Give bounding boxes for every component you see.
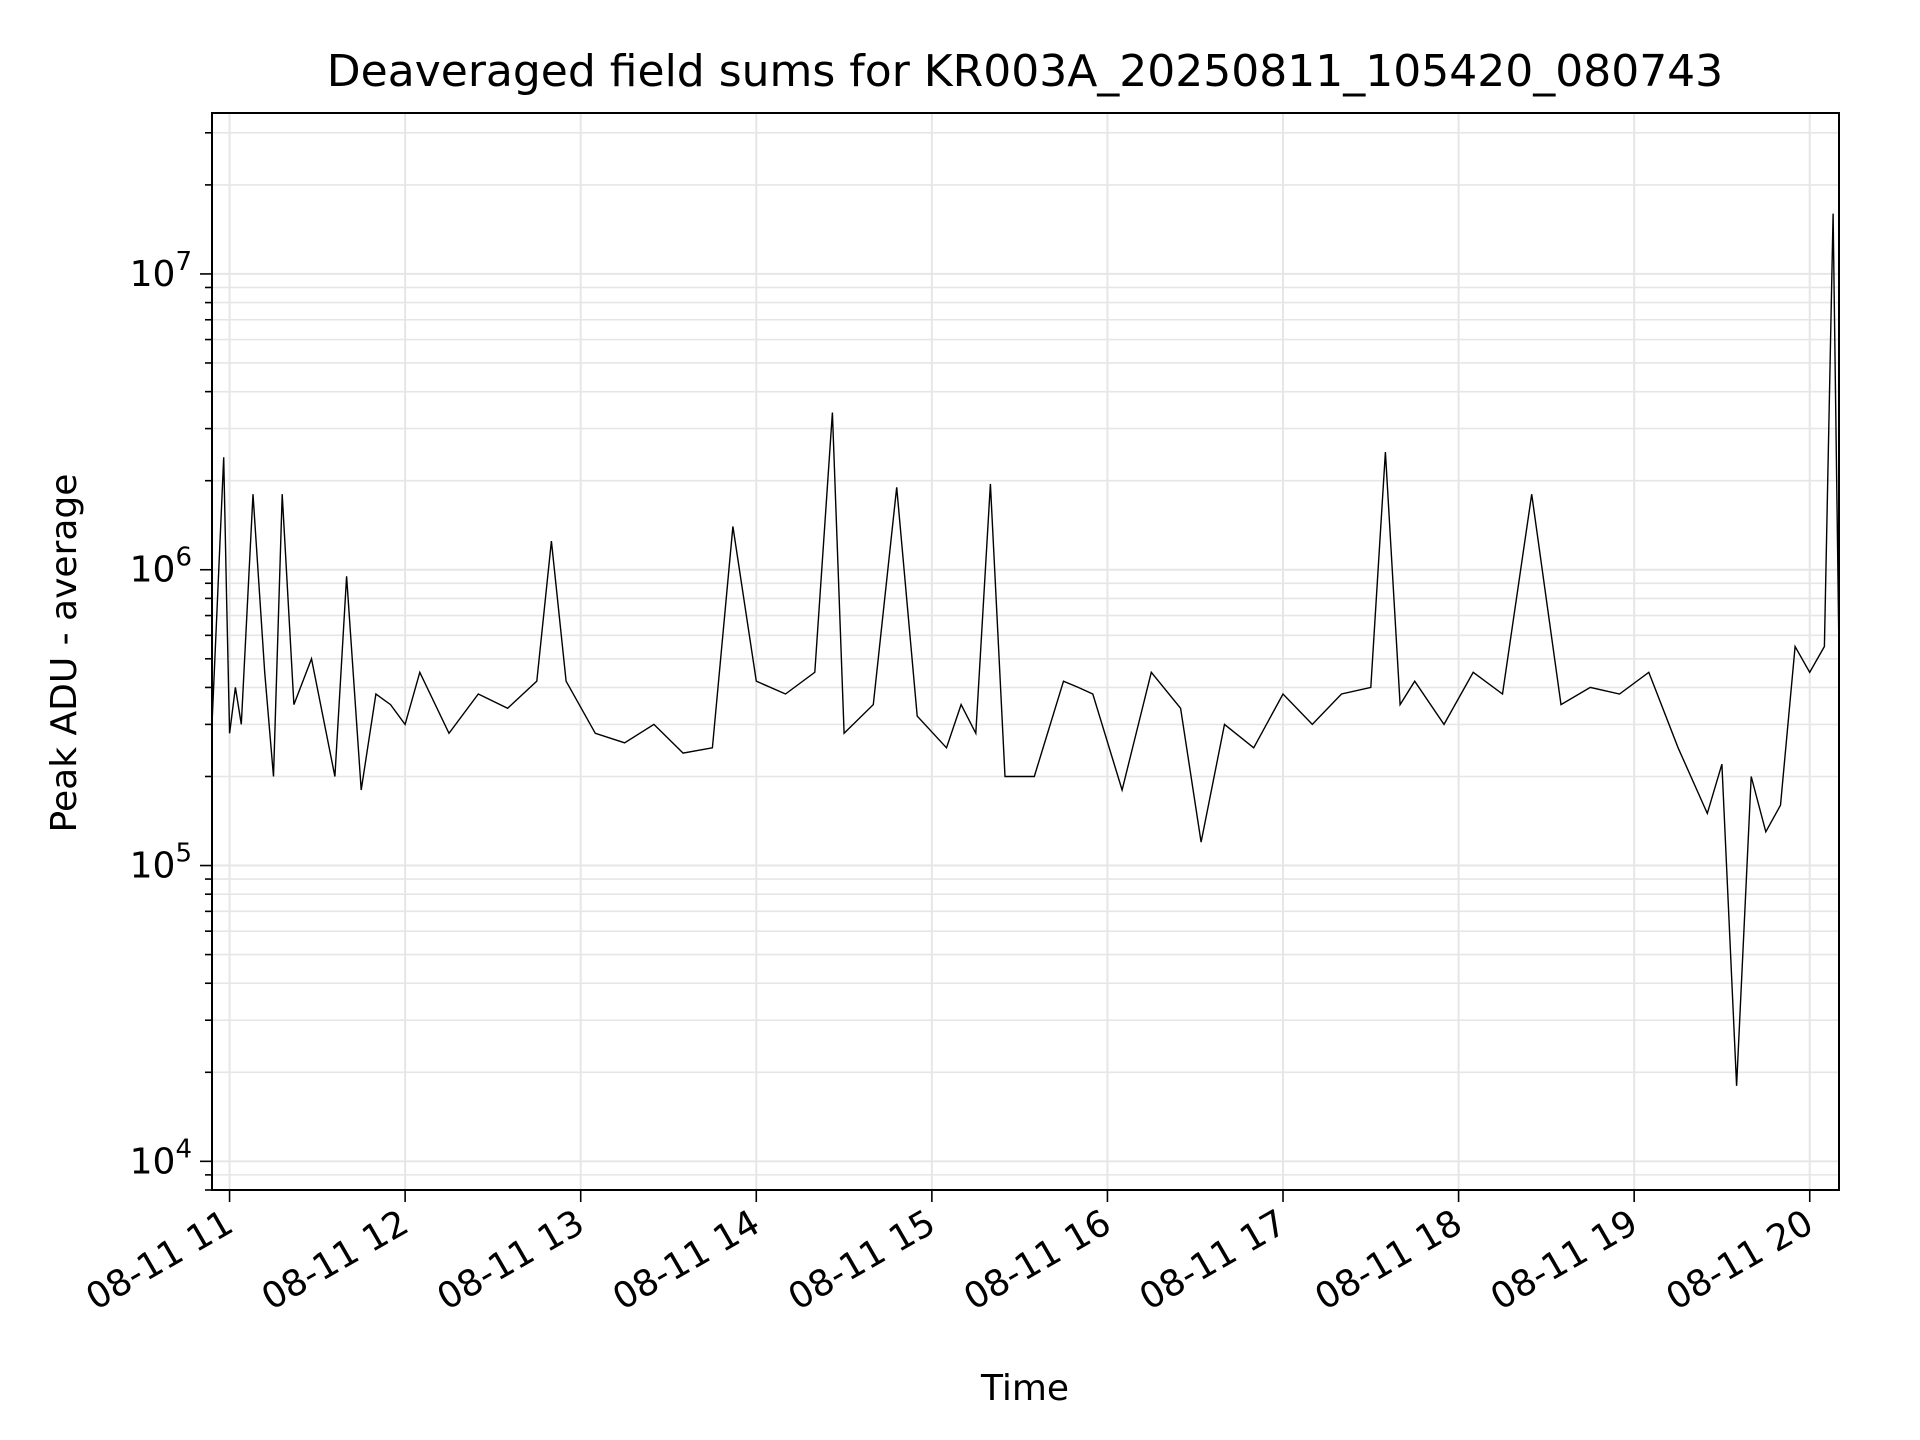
chart-title: Deaveraged field sums for KR003A_2025081… xyxy=(327,46,1723,97)
y-tick-label: 107 xyxy=(130,247,192,295)
x-axis-label: Time xyxy=(980,1368,1069,1409)
y-tick-label: 104 xyxy=(130,1134,192,1182)
series-line xyxy=(211,213,1840,1086)
plot-frame xyxy=(211,112,1840,1191)
series-layer xyxy=(211,213,1840,1086)
grid xyxy=(212,113,1839,1191)
y-tick-label: 106 xyxy=(130,543,192,591)
y-tick-label: 105 xyxy=(130,839,192,887)
y-axis-label: Peak ADU - average xyxy=(44,474,85,833)
y-axis: 104 105 106 107 xyxy=(130,132,212,1191)
